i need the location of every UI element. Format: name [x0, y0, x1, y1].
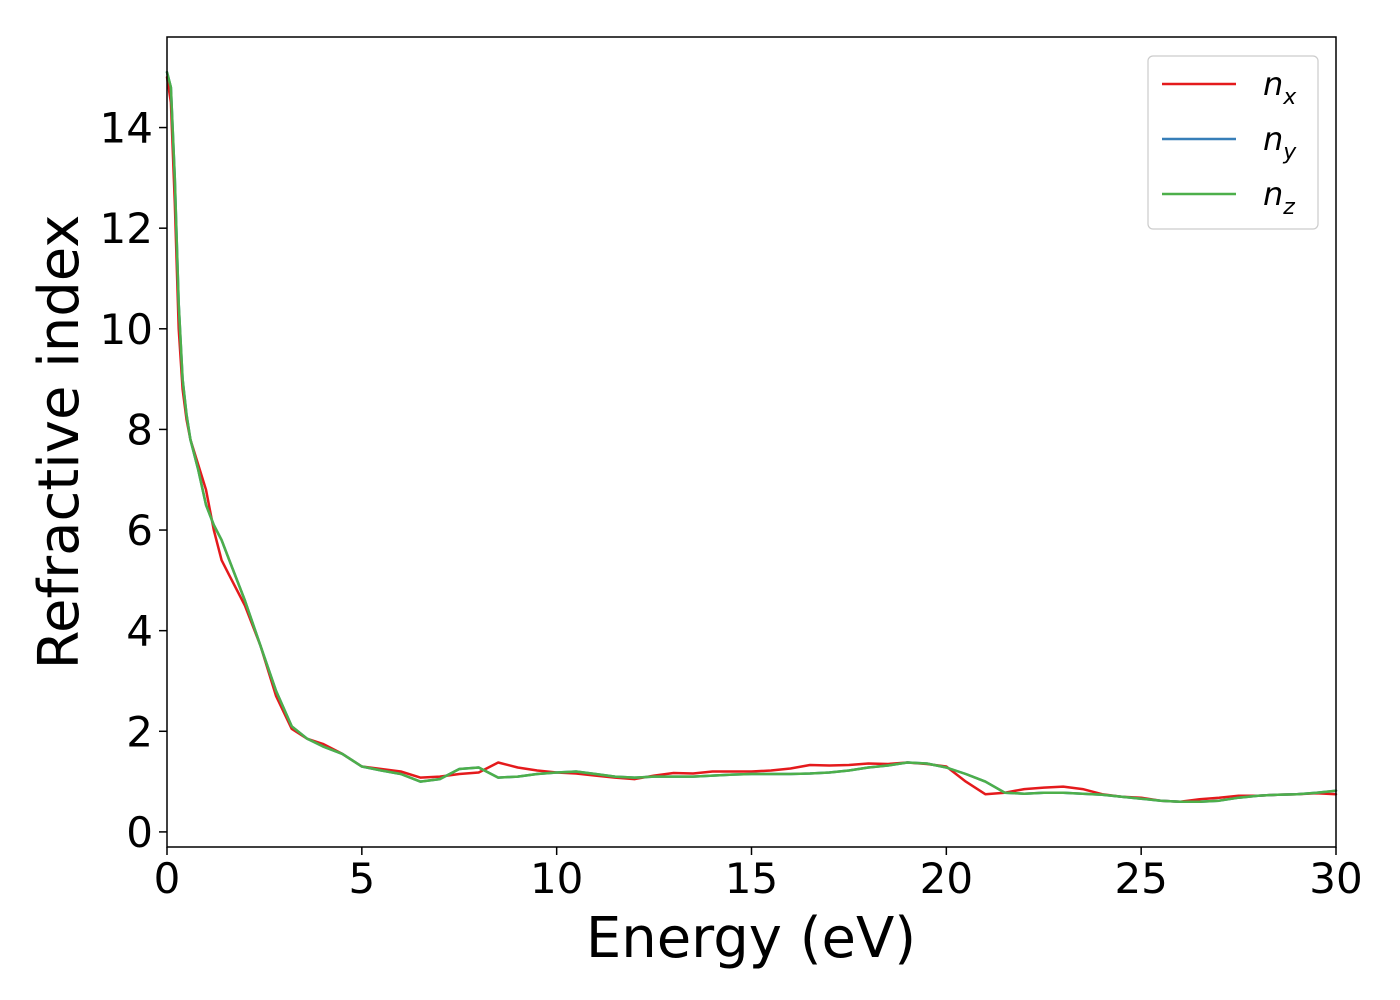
y-axis-title: Refractive index	[27, 215, 92, 670]
x-axis-title: Energy (eV)	[586, 906, 916, 971]
plot-lines	[165, 70, 1338, 803]
x-axis-ticks: 0 5 10 15 20 25 30	[154, 847, 1363, 903]
legend-box	[1147, 55, 1319, 230]
y-axis-ticks: 0 2 4 6 8 10 12 14	[100, 104, 167, 857]
x-tick-label: 20	[920, 854, 973, 903]
y-tick-label: 2	[126, 707, 153, 756]
y-tick-label: 6	[126, 506, 153, 555]
y-tick-label: 8	[126, 405, 153, 454]
x-tick-label: 5	[348, 854, 375, 903]
legend-label-subscript: x	[1282, 85, 1297, 110]
legend-label-ny: ny	[1263, 120, 1297, 165]
legend-label-main: n	[1263, 120, 1283, 158]
x-tick-label: 0	[154, 854, 181, 903]
series-line-nz	[165, 70, 1338, 803]
y-tick-label: 0	[126, 808, 153, 857]
y-tick-label: 10	[100, 305, 153, 354]
y-tick-label: 4	[126, 607, 153, 656]
x-tick-label: 15	[725, 854, 778, 903]
x-tick-label: 25	[1114, 854, 1167, 903]
legend-label-nx: nx	[1263, 65, 1297, 110]
legend-label-nz: nz	[1263, 175, 1295, 220]
legend-label-subscript: z	[1282, 195, 1295, 220]
x-tick-label: 30	[1309, 854, 1362, 903]
x-tick-label: 10	[530, 854, 583, 903]
legend-label-main: n	[1263, 175, 1283, 213]
legend-label-subscript: y	[1282, 140, 1297, 165]
y-tick-label: 14	[100, 104, 153, 153]
y-tick-label: 12	[100, 204, 153, 253]
legend-label-main: n	[1263, 65, 1283, 103]
